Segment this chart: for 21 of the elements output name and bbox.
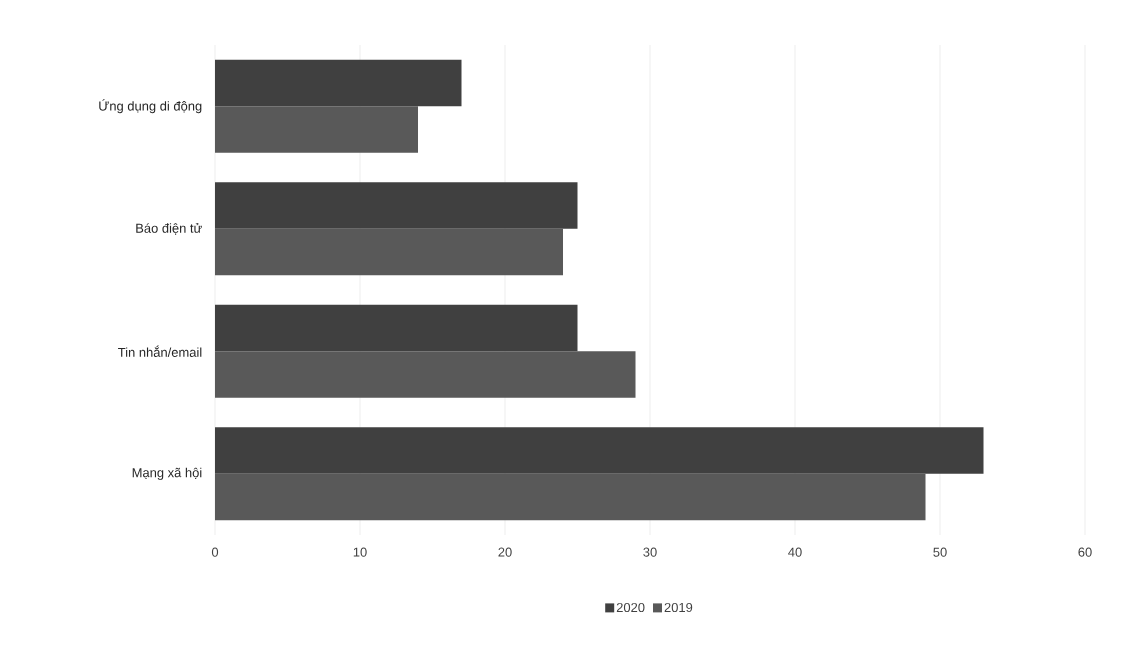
x-tick-label: 50: [933, 547, 947, 557]
bar: [215, 228, 563, 276]
x-tick-label: 0: [211, 547, 219, 557]
bar: [215, 427, 984, 474]
bar: [215, 59, 462, 107]
y-tick-label: Báo điện tử: [136, 222, 202, 235]
x-tick-label: 40: [788, 547, 802, 557]
y-tick-label: Ứng dụng di động: [99, 99, 202, 114]
y-tick-label: Mạng xã hội: [132, 467, 202, 480]
bar: [215, 351, 636, 398]
legend-label: 2020: [616, 602, 645, 613]
y-tick-label: Tin nhắn/email: [118, 345, 202, 357]
legend-label: 2019: [664, 602, 693, 613]
x-tick-label: 30: [643, 547, 657, 557]
bar: [215, 106, 418, 153]
x-tick-label: 60: [1078, 547, 1092, 557]
bar: [215, 182, 578, 229]
bar: [215, 304, 578, 352]
bar: [215, 473, 926, 521]
x-tick-label: 20: [498, 547, 512, 557]
x-tick-label: 10: [353, 547, 367, 557]
